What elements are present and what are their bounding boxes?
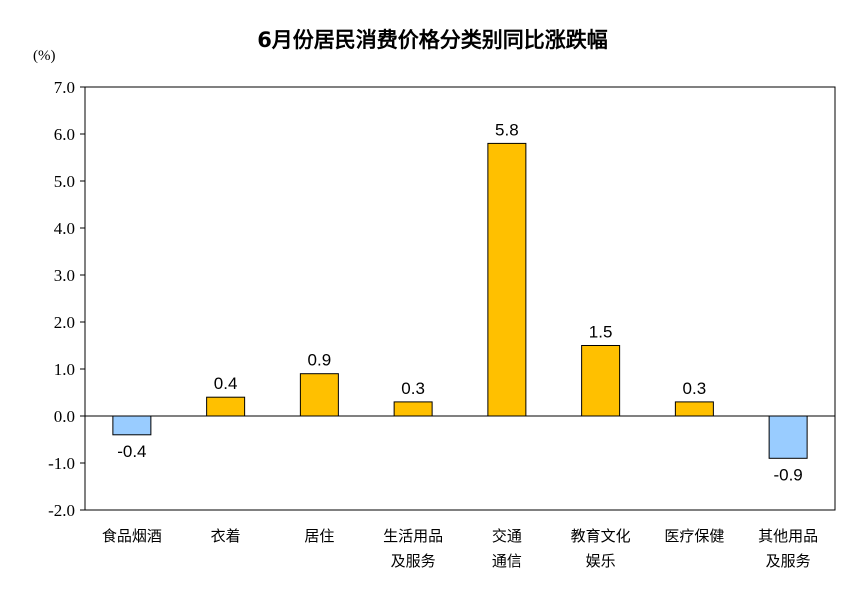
y-axis-unit: (%) — [33, 48, 56, 64]
y-tick-label: 6.0 — [54, 125, 75, 144]
data-label: 0.9 — [308, 351, 332, 370]
bar — [487, 142, 527, 417]
x-tick-label: 及服务 — [391, 552, 436, 570]
data-label: 5.8 — [495, 120, 519, 139]
y-tick-label: 7.0 — [54, 78, 75, 97]
data-label: -0.4 — [117, 442, 146, 461]
bar — [393, 401, 433, 417]
x-tick-label: 其他用品 — [758, 527, 818, 545]
x-tick-label: 教育文化 — [571, 527, 631, 545]
x-tick-label: 医疗保健 — [664, 527, 724, 545]
data-label: 0.4 — [214, 374, 238, 393]
data-label: 0.3 — [683, 379, 707, 398]
x-tick-label: 娱乐 — [586, 552, 616, 570]
data-label: 1.5 — [589, 323, 613, 342]
chart-title: 6月份居民消费价格分类别同比涨跌幅 — [257, 28, 608, 52]
x-tick-label: 及服务 — [766, 552, 811, 570]
bar — [768, 415, 808, 459]
y-tick-label: 2.0 — [54, 313, 75, 332]
x-tick-label: 交通 — [492, 527, 522, 545]
y-tick-label: 0.0 — [54, 407, 75, 426]
bar — [674, 401, 714, 417]
y-tick-label: -1.0 — [48, 454, 75, 473]
x-tick-label: 生活用品 — [383, 527, 443, 545]
bar — [112, 415, 152, 436]
y-tick-label: 4.0 — [54, 219, 75, 238]
data-label: 0.3 — [401, 379, 425, 398]
y-tick-label: 5.0 — [54, 172, 75, 191]
x-tick-label: 食品烟酒 — [102, 527, 162, 545]
data-label: -0.9 — [773, 465, 802, 484]
y-tick-label: -2.0 — [48, 501, 75, 520]
x-tick-label: 居住 — [304, 527, 334, 545]
bar — [299, 373, 339, 417]
x-tick-label: 衣着 — [211, 527, 241, 545]
plot-frame — [84, 86, 836, 511]
bar — [581, 345, 621, 417]
x-tick-label: 通信 — [492, 552, 522, 570]
y-tick-label: 3.0 — [54, 266, 75, 285]
bar — [206, 396, 246, 417]
y-tick-label: 1.0 — [54, 360, 75, 379]
